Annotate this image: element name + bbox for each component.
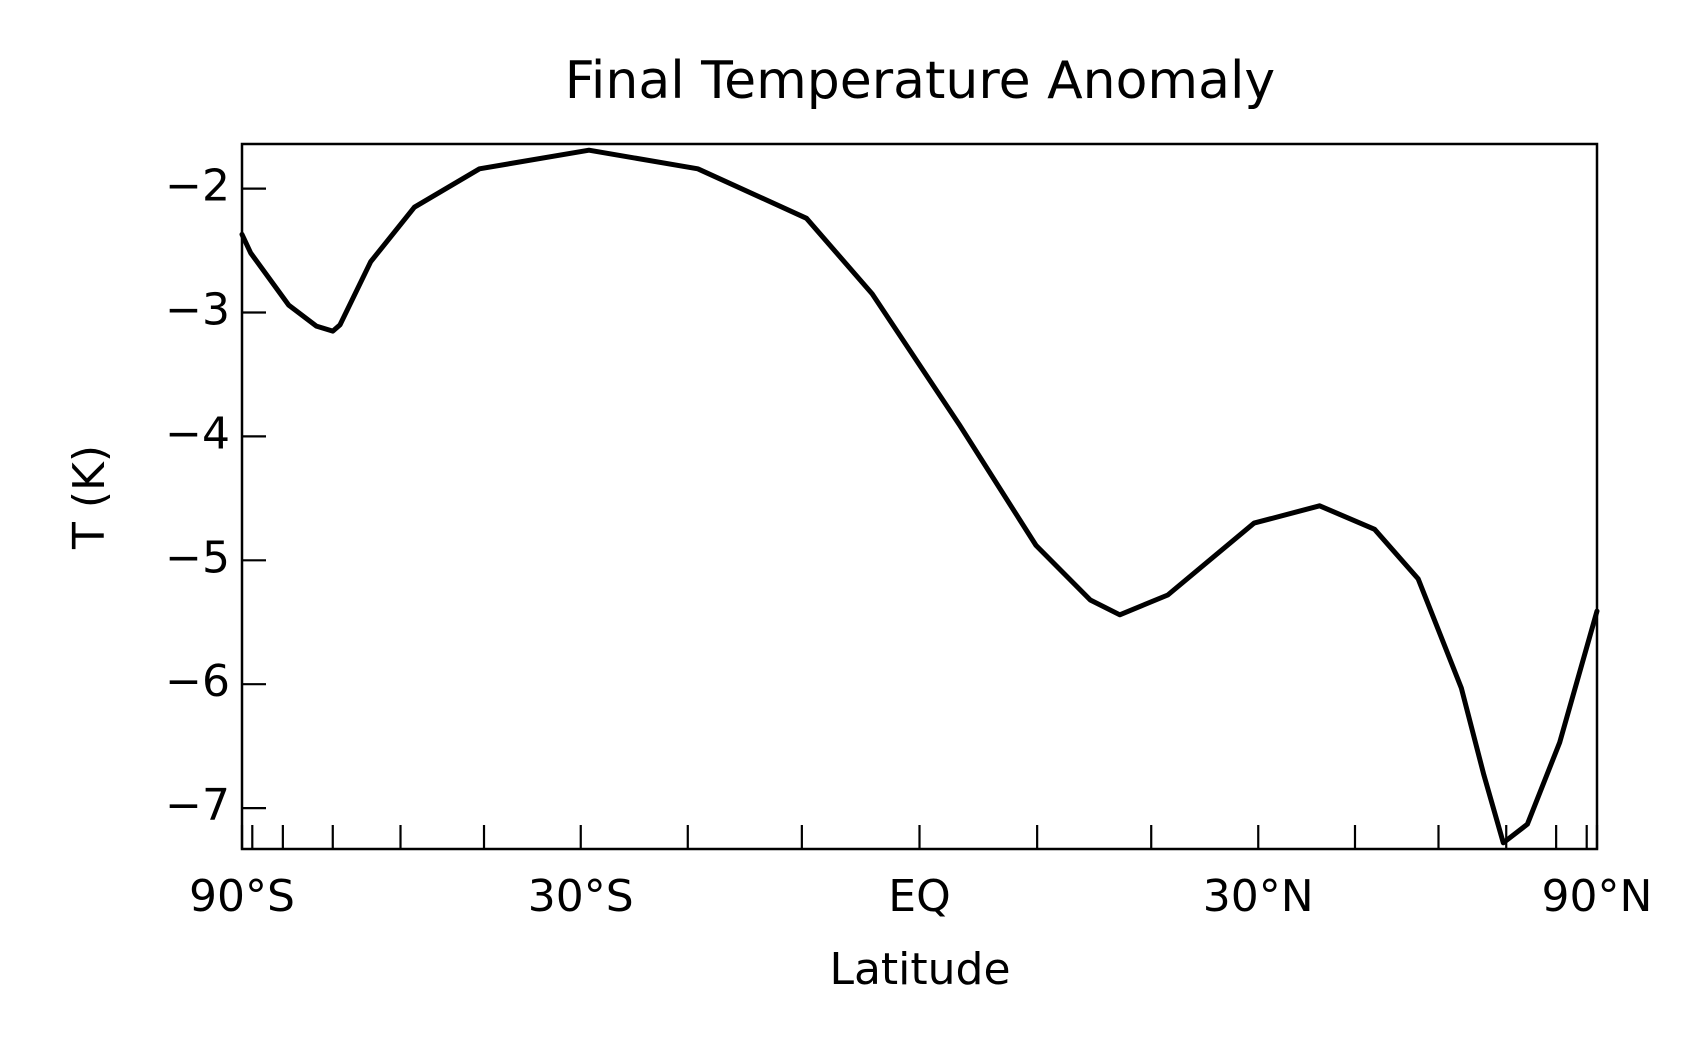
x-tick-label: 30°S — [528, 871, 634, 922]
x-tick-label: 90°N — [1542, 871, 1653, 922]
x-tick-label: EQ — [888, 871, 950, 922]
y-tick-label: −6 — [165, 656, 230, 707]
y-axis-label: T (K) — [64, 445, 115, 550]
plot-frame — [240, 142, 1599, 851]
y-tick-label: −4 — [165, 408, 230, 459]
y-tick-label: −7 — [165, 780, 230, 831]
x-axis-label: Latitude — [829, 944, 1010, 995]
x-tick-label: 90°S — [189, 871, 295, 922]
y-tick-label: −3 — [165, 285, 230, 336]
y-tick-label: −5 — [165, 532, 230, 583]
x-tick-label: 30°N — [1203, 871, 1314, 922]
chart-title: Final Temperature Anomaly — [565, 51, 1275, 111]
data-line — [239, 147, 1600, 846]
y-tick-label: −2 — [165, 161, 230, 212]
